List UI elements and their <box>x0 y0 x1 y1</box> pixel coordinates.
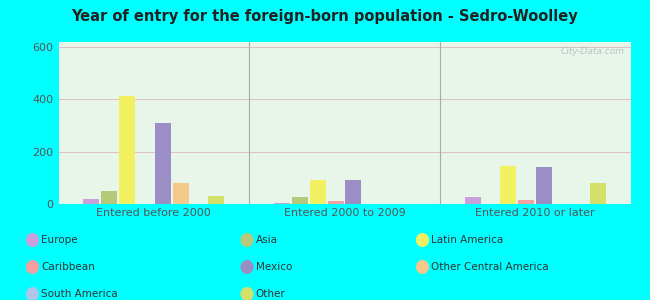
Bar <box>119 96 135 204</box>
Text: Other: Other <box>256 289 285 299</box>
Bar <box>590 183 606 204</box>
Bar <box>274 203 290 204</box>
Text: Caribbean: Caribbean <box>42 262 95 272</box>
Bar <box>209 196 224 204</box>
Text: South America: South America <box>42 289 118 299</box>
Text: Europe: Europe <box>42 235 78 245</box>
Bar <box>536 167 552 204</box>
Text: Asia: Asia <box>256 235 278 245</box>
Bar <box>83 199 99 204</box>
Bar <box>101 191 117 204</box>
Text: City-Data.com: City-Data.com <box>561 47 625 56</box>
Bar <box>500 166 516 204</box>
Bar <box>155 123 171 204</box>
Bar <box>345 181 361 204</box>
Bar <box>518 200 534 204</box>
Bar <box>465 197 480 204</box>
Bar <box>173 183 188 204</box>
Bar <box>309 181 326 204</box>
Text: Latin America: Latin America <box>432 235 504 245</box>
Bar <box>292 197 308 204</box>
Text: Year of entry for the foreign-born population - Sedro-Woolley: Year of entry for the foreign-born popul… <box>72 9 578 24</box>
Text: Other Central America: Other Central America <box>432 262 549 272</box>
Bar <box>328 201 344 204</box>
Text: Mexico: Mexico <box>256 262 292 272</box>
